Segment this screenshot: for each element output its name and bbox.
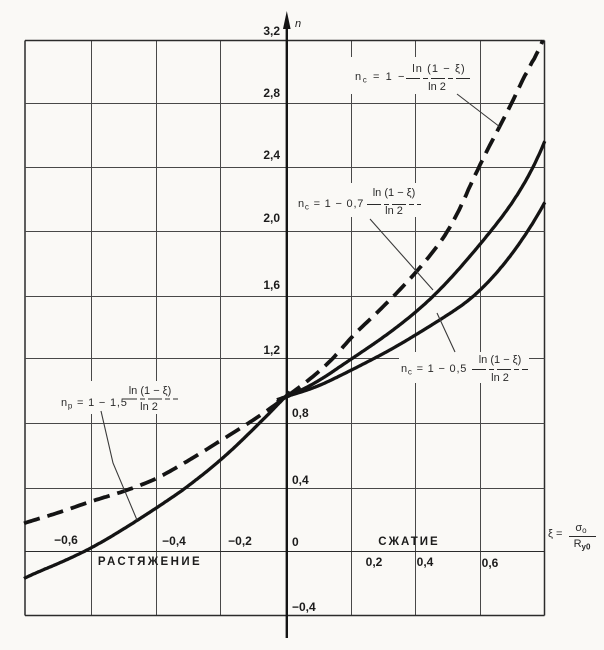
svg-text:ln 2: ln 2 — [428, 81, 446, 93]
svg-text:0,8: 0,8 — [292, 406, 309, 420]
svg-text:РАСТЯЖЕНИЕ: РАСТЯЖЕНИЕ — [98, 556, 202, 568]
svg-text:ln (1 − ξ): ln (1 − ξ) — [373, 187, 416, 199]
svg-text:1,6: 1,6 — [263, 278, 280, 292]
svg-text:0,4: 0,4 — [292, 473, 309, 487]
svg-text:n: n — [295, 18, 301, 30]
svg-text:0: 0 — [292, 535, 299, 549]
svg-text:1,2: 1,2 — [263, 343, 280, 357]
svg-text:3,2: 3,2 — [263, 24, 280, 38]
svg-text:ln (1 − ξ): ln (1 − ξ) — [412, 63, 466, 75]
svg-text:ln 2: ln 2 — [491, 372, 509, 384]
svg-text:0,2: 0,2 — [366, 555, 383, 569]
svg-text:σo: σo — [575, 522, 587, 535]
svg-text:0,6: 0,6 — [482, 556, 499, 570]
svg-text:ln 2: ln 2 — [385, 205, 403, 217]
svg-text:−0,4: −0,4 — [162, 534, 186, 548]
svg-text:ln (1 − ξ): ln (1 − ξ) — [479, 354, 522, 366]
svg-text:0,4: 0,4 — [417, 555, 434, 569]
svg-text:−0,6: −0,6 — [54, 533, 78, 547]
svg-text:nc = 1 − 0,7: nc = 1 − 0,7 — [298, 198, 364, 212]
svg-text:nc = 1 − 0,5: nc = 1 − 0,5 — [401, 363, 467, 377]
svg-text:−0,2: −0,2 — [228, 534, 252, 548]
svg-text:2,4: 2,4 — [263, 148, 280, 162]
svg-text:ξ =: ξ = — [548, 528, 562, 540]
svg-text:СЖАТИЕ: СЖАТИЕ — [378, 536, 439, 548]
svg-text:np = 1 − 1,5: np = 1 − 1,5 — [61, 397, 128, 411]
svg-text:nc = 1 −: nc = 1 − — [355, 71, 406, 85]
svg-text:−0,4: −0,4 — [292, 600, 316, 614]
svg-text:2,0: 2,0 — [263, 211, 280, 225]
svg-text:ln 2: ln 2 — [140, 401, 158, 413]
svg-text:2,8: 2,8 — [263, 86, 280, 100]
svg-text:ln (1 − ξ): ln (1 − ξ) — [129, 385, 172, 397]
